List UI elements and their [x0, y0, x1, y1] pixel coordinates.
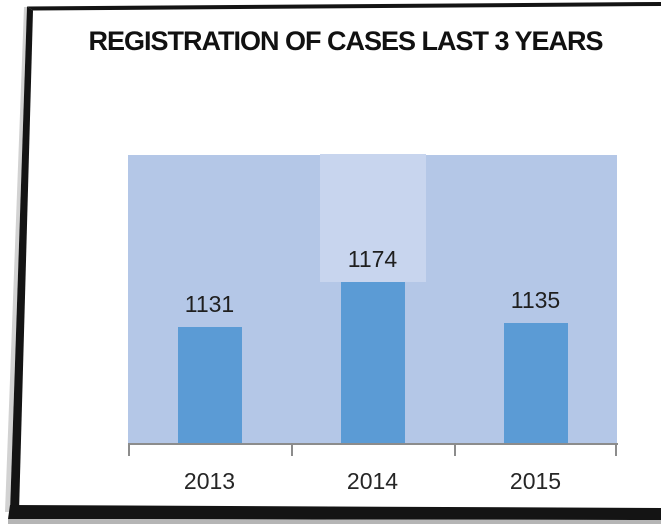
bar-2015: [503, 323, 568, 444]
bar-2014: [340, 282, 405, 444]
axis-tick: [454, 445, 456, 456]
axis-tick: [615, 445, 617, 456]
plot-area: 1131 1174 1135: [128, 154, 617, 444]
data-label-2014: 1174: [347, 246, 398, 272]
x-axis-labels: 2013 2014 2015: [128, 469, 617, 495]
frame-bottom: [8, 505, 661, 520]
frame-bottom-shadow: [8, 519, 661, 524]
data-label-2015: 1135: [510, 287, 561, 313]
category-label-2014: 2014: [346, 468, 399, 494]
chart-title: REGISTRATION OF CASES LAST 3 YEARS: [88, 26, 603, 56]
axis-tick: [291, 445, 293, 456]
bar-2013: [177, 327, 242, 444]
data-label-2013: 1131: [184, 291, 235, 317]
frame-left-shadow: [5, 7, 27, 512]
frame-left: [10, 6, 33, 512]
x-axis-line: [128, 443, 618, 445]
category-label-2015: 2015: [509, 468, 562, 494]
axis-tick: [128, 445, 130, 456]
highlight-band: [319, 154, 426, 282]
category-label-2013: 2013: [183, 468, 236, 494]
frame-top: [27, 2, 661, 11]
